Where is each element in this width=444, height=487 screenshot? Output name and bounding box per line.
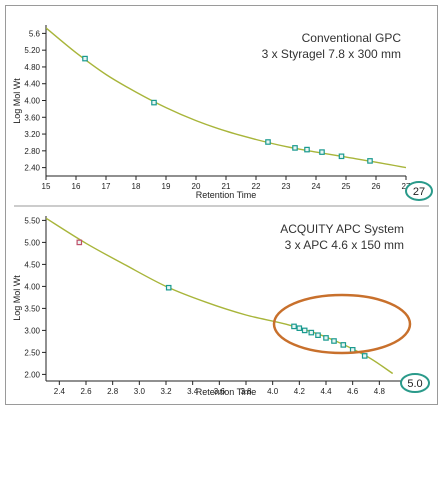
gpc-data-point [338, 153, 345, 160]
gpc-y-tick-label: 3.60 [24, 113, 40, 122]
gpc-y-tick-label: 2.40 [24, 164, 40, 173]
apc-chart-subtitle: 3 x APC 4.6 x 150 mm [285, 238, 404, 252]
gpc-x-axis-label: Retention Time [196, 190, 257, 200]
gpc-y-tick-label: 5.20 [24, 46, 40, 55]
apc-y-tick-label: 4.00 [24, 282, 40, 291]
apc-x-tick-label: 3.2 [160, 387, 172, 396]
gpc-calibration-curve [46, 27, 406, 169]
apc-x-axis-label: Retention Time [196, 387, 257, 397]
gpc-x-tick-label: 27 [402, 182, 411, 191]
gpc-data-point [367, 158, 373, 164]
gpc-y-tick-label: 5.6 [29, 29, 41, 38]
gpc-x-tick-label: 21 [222, 182, 231, 191]
apc-x-tick-label: 4.4 [320, 387, 332, 396]
apc-highlight-ellipse [272, 293, 412, 355]
gpc-x-tick-label: 20 [192, 182, 201, 191]
apc-x-tick-label: 4.6 [347, 387, 359, 396]
apc-x-tick-label: 2.4 [54, 387, 66, 396]
gpc-badge-ring [405, 181, 433, 201]
apc-data-point [301, 327, 308, 334]
apc-data-point [340, 342, 347, 348]
gpc-y-tick-label: 4.80 [24, 63, 40, 72]
apc-data-point [361, 353, 368, 359]
apc-y-axis-label: Log Mol Wt [12, 275, 22, 321]
apc-y-tick-label: 2.50 [24, 348, 40, 357]
apc-x-tick-label: 3.0 [134, 387, 146, 396]
gpc-x-tick-label: 16 [72, 182, 81, 191]
apc-y-tick-label: 3.00 [24, 326, 40, 335]
chart-canvas: Conventional GPC 3 x Styragel 7.8 x 300 … [12, 25, 433, 397]
gpc-data-point [304, 146, 310, 153]
gpc-x-tick-label: 18 [132, 182, 141, 191]
figure-frame: Conventional GPC 3 x Styragel 7.8 x 300 … [5, 5, 438, 405]
apc-badge-ring [400, 373, 430, 393]
apc-data-point [308, 329, 315, 336]
gpc-y-tick-label: 3.20 [24, 130, 40, 139]
apc-badge: 5.0 [400, 373, 430, 393]
apc-data-point [76, 239, 83, 246]
apc-chart-title: ACQUITY APC System [280, 222, 404, 236]
apc-y-tick-label: 4.50 [24, 260, 40, 269]
gpc-y-tick-label: 4.40 [24, 80, 40, 89]
gpc-badge-label: 27 [413, 186, 425, 198]
gpc-x-tick-label: 24 [312, 182, 321, 191]
gpc-chart-subtitle: 3 x Styragel 7.8 x 300 mm [262, 47, 401, 61]
apc-x-tick-label: 4.8 [374, 387, 386, 396]
apc-data-point [315, 332, 321, 339]
gpc-x-tick-label: 26 [372, 182, 381, 191]
apc-data-point [323, 335, 329, 341]
gpc-y-axis-label: Log Mol Wt [12, 78, 22, 124]
gpc-x-tick-label: 22 [252, 182, 261, 191]
apc-data-point [296, 325, 303, 332]
gpc-y-tick-label: 2.80 [24, 147, 40, 156]
gpc-data-point [82, 55, 88, 62]
apc-y-tick-label: 5.50 [24, 216, 40, 225]
apc-x-tick-label: 2.8 [107, 387, 119, 396]
gpc-x-tick-label: 25 [342, 182, 351, 191]
gpc-x-tick-label: 19 [162, 182, 171, 191]
apc-badge-label: 5.0 [407, 378, 422, 390]
apc-data-point [331, 338, 337, 344]
gpc-y-tick-label: 4.00 [24, 97, 40, 106]
apc-data-point [291, 323, 297, 330]
apc-chart-panel: ACQUITY APC System 3 x APC 4.6 x 150 mm … [12, 216, 430, 397]
gpc-chart-panel: Conventional GPC 3 x Styragel 7.8 x 300 … [12, 25, 433, 201]
gpc-data-point [265, 139, 271, 145]
gpc-x-tick-label: 15 [42, 182, 51, 191]
apc-calibration-curve [46, 217, 394, 375]
apc-x-tick-label: 3.6 [214, 387, 226, 396]
gpc-data-point [292, 145, 298, 151]
apc-x-tick-label: 3.4 [187, 387, 199, 396]
apc-y-tick-label: 2.00 [24, 370, 40, 379]
gpc-data-point [151, 99, 157, 106]
gpc-chart-title: Conventional GPC [302, 31, 402, 45]
apc-x-tick-label: 4.0 [267, 387, 279, 396]
apc-x-tick-label: 4.2 [294, 387, 306, 396]
apc-y-tick-label: 3.50 [24, 304, 40, 313]
gpc-badge: 27 [405, 181, 433, 201]
apc-y-tick-label: 5.00 [24, 238, 40, 247]
gpc-x-tick-label: 23 [282, 182, 291, 191]
apc-data-point [165, 284, 172, 291]
apc-x-tick-label: 3.8 [240, 387, 252, 396]
apc-x-tick-label: 2.6 [80, 387, 92, 396]
gpc-data-point [319, 149, 325, 155]
gpc-x-tick-label: 17 [102, 182, 111, 191]
